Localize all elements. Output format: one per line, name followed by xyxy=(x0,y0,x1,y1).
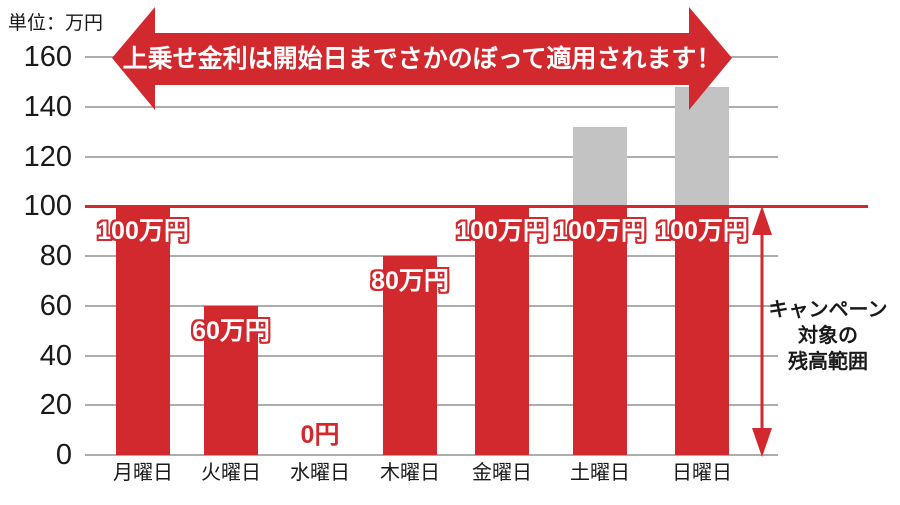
y-tick-label-100: 100 xyxy=(23,190,72,223)
banner-arrow-shape-icon xyxy=(112,7,732,110)
bar-value-label-火曜日: 60万円 xyxy=(192,316,270,345)
y-tick-label-20: 20 xyxy=(39,389,72,422)
y-tick-label-140: 140 xyxy=(23,90,72,123)
y-axis-unit-label: 単位：万円 xyxy=(8,13,104,34)
bar-value-label-日曜日: 100万円 xyxy=(656,217,748,246)
bar-木曜日 xyxy=(383,256,437,455)
y-tick-label-160: 160 xyxy=(23,41,72,73)
bar-火曜日 xyxy=(204,305,258,455)
x-tick-label-木曜日: 木曜日 xyxy=(380,462,440,484)
x-tick-label-日曜日: 日曜日 xyxy=(672,462,732,484)
bar-value-label-月曜日: 100万円 xyxy=(97,217,189,246)
gridline-y120 xyxy=(85,155,778,158)
bar-grey-土曜日 xyxy=(573,126,627,207)
y-tick-label-0: 0 xyxy=(55,439,72,471)
range-label-line3: 残高範囲 xyxy=(788,351,868,373)
bar-grey-日曜日 xyxy=(675,86,729,207)
range-label: キャンペーン 対象の 残高範囲 xyxy=(758,297,898,375)
y-tick-label-60: 60 xyxy=(39,289,72,322)
bar-value-label-金曜日: 100万円 xyxy=(456,217,548,246)
range-label-line1: キャンペーン xyxy=(768,299,888,321)
bar-土曜日 xyxy=(573,206,627,455)
range-double-arrow-icon xyxy=(750,205,774,458)
gridline-y0 xyxy=(85,454,778,456)
x-tick-label-月曜日: 月曜日 xyxy=(113,462,173,484)
bar-月曜日 xyxy=(116,206,170,455)
bar-value-label-木曜日: 80万円 xyxy=(371,267,449,295)
threshold-line-100 xyxy=(85,205,868,209)
x-tick-label-水曜日: 水曜日 xyxy=(290,462,350,484)
x-tick-label-金曜日: 金曜日 xyxy=(472,462,532,484)
bar-value-label-土曜日: 100万円 xyxy=(554,217,646,246)
y-tick-label-120: 120 xyxy=(23,140,72,173)
bar-日曜日 xyxy=(675,206,729,455)
y-tick-label-40: 40 xyxy=(39,339,72,372)
y-tick-label-80: 80 xyxy=(39,240,72,272)
x-tick-label-火曜日: 火曜日 xyxy=(201,462,261,484)
bar-value-label-水曜日: 0円 xyxy=(300,421,340,449)
range-label-line2: 対象の xyxy=(798,325,858,347)
x-tick-label-土曜日: 土曜日 xyxy=(570,462,630,484)
banner-text: 上乗せ金利は開始日までさかのぼって適用されます！ xyxy=(122,45,722,73)
bar-金曜日 xyxy=(475,206,529,455)
gridline-y140 xyxy=(85,105,778,108)
banner-double-arrow xyxy=(112,7,732,110)
